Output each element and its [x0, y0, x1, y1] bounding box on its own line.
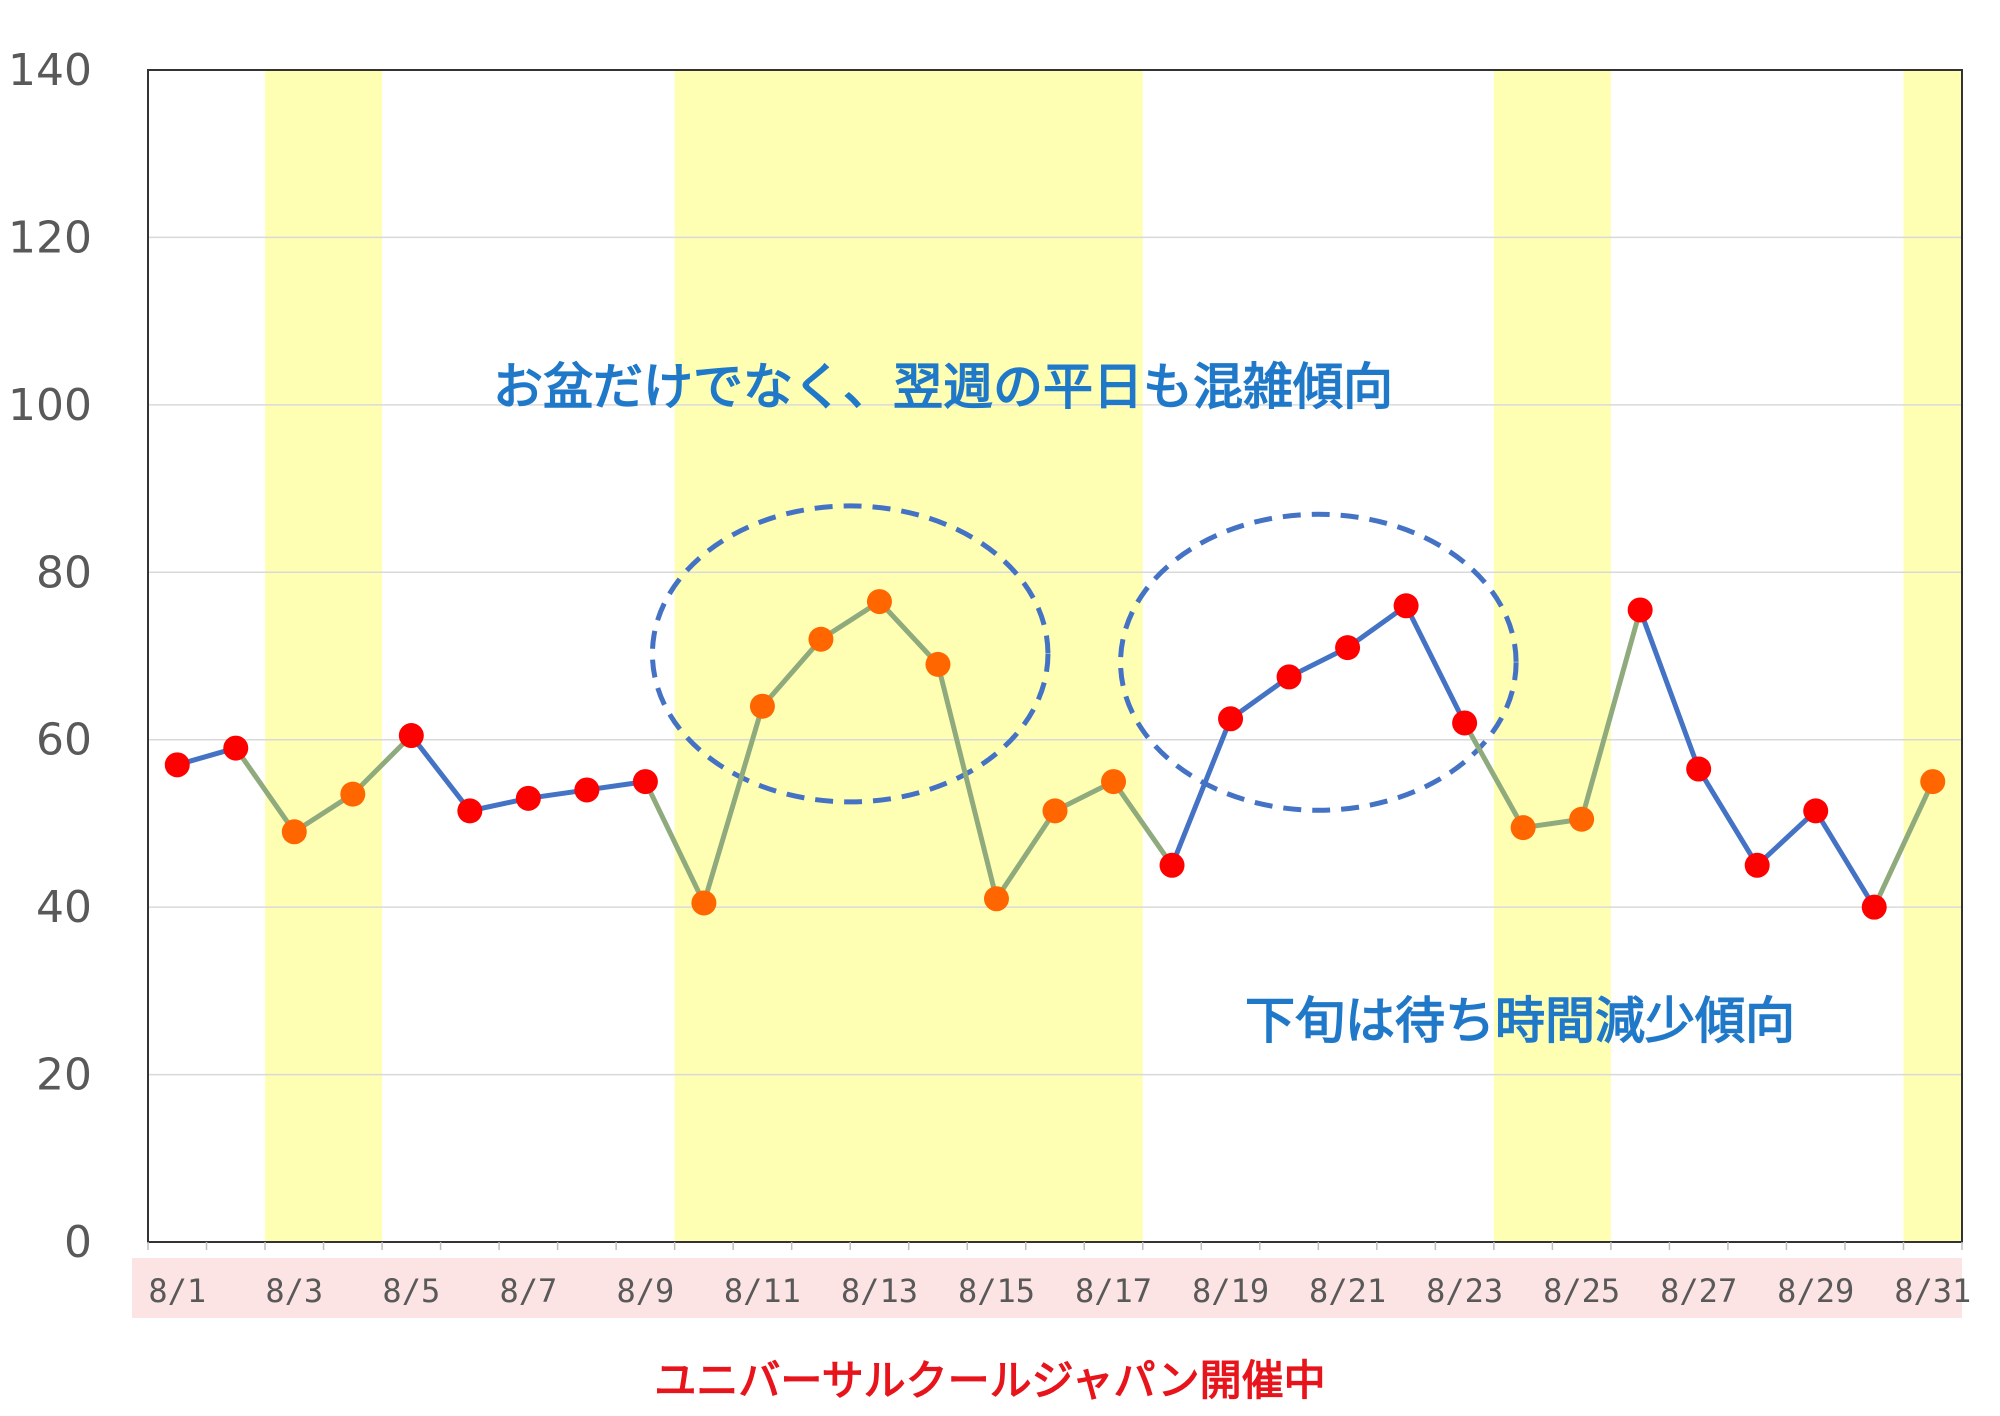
data-point: [983, 886, 1009, 912]
line-segment: [701, 703, 765, 906]
line-segment: [1871, 779, 1936, 910]
line-segment: [642, 779, 707, 906]
x-tick-label: 8/7: [499, 1272, 557, 1310]
annotation-obon: お盆だけでなく、翌週の平日も混雑傾向: [493, 358, 1393, 416]
line-segment: [1169, 716, 1234, 868]
line-segment: [350, 733, 414, 797]
x-tick-label: 8/19: [1192, 1272, 1269, 1310]
x-tick-label: 8/21: [1309, 1272, 1386, 1310]
x-tick-label: 8/17: [1075, 1272, 1152, 1310]
line-segment: [1696, 766, 1760, 868]
annotation-late-august: 下旬は待ち時間減少傾向: [1245, 992, 1795, 1050]
data-point: [1803, 798, 1829, 824]
data-point: [1920, 769, 1946, 795]
data-point: [1042, 798, 1068, 824]
highlight-band-3: [1493, 70, 1611, 1242]
data-point: [1452, 710, 1478, 736]
series-markers: [164, 589, 1946, 920]
line-segment: [233, 745, 297, 835]
x-tick-label: 8/3: [265, 1272, 323, 1310]
data-point: [1101, 769, 1127, 795]
x-tick-label: 8/9: [616, 1272, 674, 1310]
dashed-circle-2: [1118, 511, 1519, 813]
x-tick-label: 8/1: [148, 1272, 206, 1310]
data-point: [691, 890, 717, 916]
line-segment: [876, 599, 941, 667]
event-band: [132, 1258, 1962, 1318]
y-tick-label: 20: [36, 1050, 92, 1101]
y-tick-label: 0: [64, 1217, 92, 1268]
line-segment: [1754, 808, 1819, 868]
data-point: [457, 798, 483, 824]
y-tick-label: 120: [8, 212, 92, 263]
line-segment: [408, 733, 473, 814]
line-segment: [1813, 808, 1877, 910]
data-point: [1569, 806, 1595, 832]
data-point: [515, 785, 541, 811]
y-tick-label: 40: [36, 882, 92, 933]
x-tick-label: 8/29: [1777, 1272, 1854, 1310]
data-point: [398, 723, 424, 749]
y-tick-label: 100: [8, 380, 92, 431]
data-point: [925, 651, 951, 677]
data-point: [749, 693, 775, 719]
y-axis-tick-labels: 0 20 40 60 80 100 120 140: [8, 45, 92, 1268]
x-tick-label: 8/25: [1543, 1272, 1620, 1310]
x-tick-label: 8/31: [1894, 1272, 1971, 1310]
data-point: [1159, 852, 1185, 878]
highlight-band-1: [265, 70, 383, 1242]
line-segment: [935, 661, 999, 902]
highlight-circles: [649, 503, 1519, 813]
x-tick-label: 8/11: [724, 1272, 801, 1310]
data-point: [1218, 706, 1244, 732]
data-point: [1510, 815, 1536, 841]
line-segment: [1579, 607, 1643, 822]
data-point: [281, 819, 307, 845]
data-point: [223, 735, 249, 761]
y-tick-label: 140: [8, 45, 92, 96]
line-segment: [1462, 720, 1526, 831]
y-tick-label: 60: [36, 715, 92, 766]
data-point: [1393, 593, 1419, 619]
data-point: [574, 777, 600, 803]
highlight-band-4: [1903, 70, 1962, 1242]
data-point: [808, 626, 834, 652]
data-point: [1744, 852, 1770, 878]
footer-event-label: ユニバーサルクールジャパン開催中: [654, 1356, 1325, 1405]
plot-area-border: [147, 69, 1963, 1243]
x-tick-label: 8/15: [958, 1272, 1035, 1310]
line-segment: [993, 808, 1058, 902]
x-tick-label: 8/27: [1660, 1272, 1737, 1310]
line-segment: [1637, 607, 1702, 772]
highlight-bands: [265, 70, 1962, 1242]
data-point: [340, 781, 366, 807]
data-point: [1686, 756, 1712, 782]
data-point: [1335, 635, 1361, 661]
x-tick-label: 8/13: [841, 1272, 918, 1310]
gridlines: [148, 236, 1962, 1076]
x-axis-tick-labels: 8/1 8/3 8/5 8/7 8/9 8/11 8/13 8/15 8/17 8/19 8/21 8…: [147, 1242, 1971, 1310]
data-point: [632, 769, 658, 795]
dashed-circle-1: [649, 503, 1051, 805]
line-segment: [759, 636, 824, 709]
data-point: [866, 589, 892, 615]
highlight-band-2: [674, 70, 1143, 1242]
y-tick-label: 80: [36, 547, 92, 598]
line-segment: [1403, 603, 1468, 726]
line-segment: [1111, 779, 1175, 868]
x-tick-label: 8/5: [382, 1272, 440, 1310]
x-tick-label: 8/23: [1426, 1272, 1503, 1310]
data-point: [1861, 894, 1887, 920]
data-point: [1627, 597, 1653, 623]
data-point: [164, 752, 190, 778]
data-point: [1276, 664, 1302, 690]
